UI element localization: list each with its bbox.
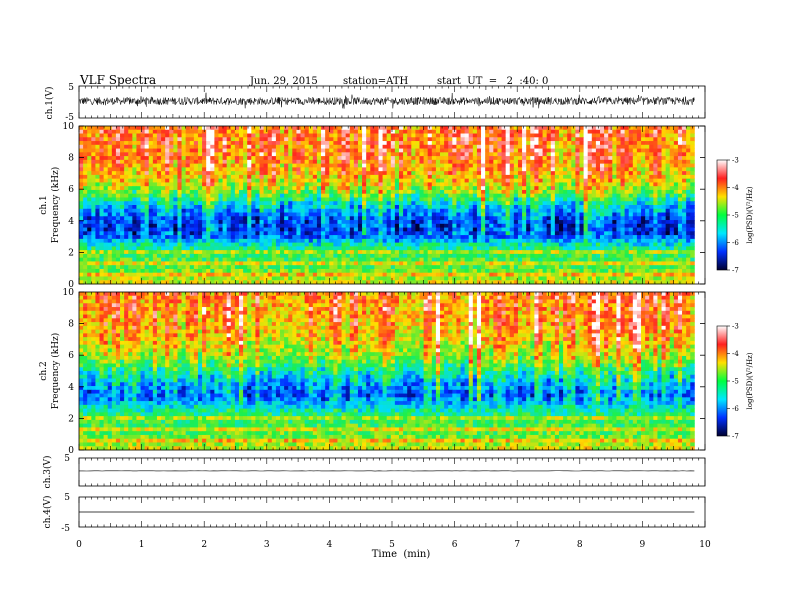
cb2-tick--5: -5 [732, 378, 739, 386]
ch1-waveform-trace [78, 92, 695, 109]
ch1-ytick-5: 5 [68, 83, 74, 93]
x-tick-0: 0 [76, 540, 82, 550]
ch1-channel-label: ch.1 [39, 195, 49, 214]
ch1-frequency-label: Frequency (kHz) [50, 167, 61, 244]
spec2-ytick-8: 8 [68, 320, 74, 330]
ch4-ytick-5: 5 [64, 493, 70, 503]
ch2-spectrogram-panel: 0 2 4 6 8 10 ch.2 Frequency (kHz) [39, 288, 706, 456]
cb2-tick--3: -3 [732, 323, 739, 331]
ch1-spectrogram-heatmap [79, 126, 695, 285]
spec1-ytick-6: 6 [68, 185, 74, 195]
station-label: station=ATH [343, 76, 409, 87]
figure-title: VLF Spectra [79, 73, 156, 87]
cb1-tick--3: -3 [732, 157, 739, 165]
ch4-ytick-minus5: -5 [61, 524, 70, 534]
spec1-ytick-8: 8 [68, 154, 74, 164]
date-label: Jun. 29, 2015 [249, 76, 318, 87]
cb1-tick--5: -5 [732, 212, 739, 220]
x-tick-6: 6 [452, 540, 458, 550]
spec2-ytick-10: 10 [63, 288, 75, 298]
ch2-frequency-label: Frequency (kHz) [50, 333, 61, 410]
spec1-ytick-2: 2 [68, 248, 74, 258]
ch4-ylabel: ch.4(V) [42, 496, 53, 529]
spec2-ytick-2: 2 [68, 414, 74, 424]
ch2-channel-label: ch.2 [39, 361, 49, 380]
cb1-tick--6: -6 [732, 239, 739, 247]
x-tick-1: 1 [139, 540, 145, 550]
ch1-waveform-panel: 5 -5 ch.1(V) [44, 83, 706, 123]
cb1-label: log(PSD)(V²/Hz) [746, 186, 754, 243]
x-tick-5: 5 [389, 540, 395, 550]
cb1-tick--7: -7 [732, 267, 739, 275]
spec2-ytick-6: 6 [68, 351, 74, 361]
spec2-ytick-4: 4 [68, 383, 74, 393]
x-tick-7: 7 [514, 540, 520, 550]
ch3-ytick-5: 5 [64, 454, 70, 464]
x-axis-label: Time (min) [372, 549, 431, 560]
ch1-ylabel: ch.1(V) [44, 87, 55, 120]
ch2-spectrogram-heatmap [79, 292, 695, 451]
start-time-label: start UT = 2 :40: 0 [437, 76, 548, 87]
spec1-ytick-10: 10 [63, 122, 75, 132]
spec1-ytick-0: 0 [68, 280, 74, 290]
cb2-label: log(PSD)(V²/Hz) [746, 352, 754, 409]
x-tick-9: 9 [640, 540, 646, 550]
cb1-tick--4: -4 [732, 184, 739, 192]
x-tick-8: 8 [577, 540, 583, 550]
x-tick-10: 10 [699, 540, 711, 550]
ch1-colorbar: -3 -4 -5 -6 -7 log(PSD)(V²/Hz) [716, 157, 754, 275]
cb2-tick--7: -7 [732, 433, 739, 441]
ch1-spectrogram-panel: 0 2 4 6 8 10 ch.1 Frequency (kHz) [39, 122, 706, 290]
ch2-colorbar: -3 -4 -5 -6 -7 log(PSD)(V²/Hz) [716, 323, 754, 441]
x-tick-4: 4 [327, 540, 333, 550]
ch3-ylabel: ch.3(V) [42, 456, 53, 489]
ch1-ytick-minus5: -5 [65, 113, 74, 123]
x-tick-2: 2 [201, 540, 207, 550]
x-axis-ticks [78, 86, 706, 527]
x-tick-3: 3 [264, 540, 270, 550]
x-axis-tick-labels: 0 1 2 3 4 5 6 7 8 9 10 [76, 540, 711, 550]
cb2-tick--6: -6 [732, 405, 739, 413]
spec1-ytick-4: 4 [68, 217, 74, 227]
cb2-tick--4: -4 [732, 350, 739, 358]
spec2-ytick-0: 0 [68, 446, 74, 456]
